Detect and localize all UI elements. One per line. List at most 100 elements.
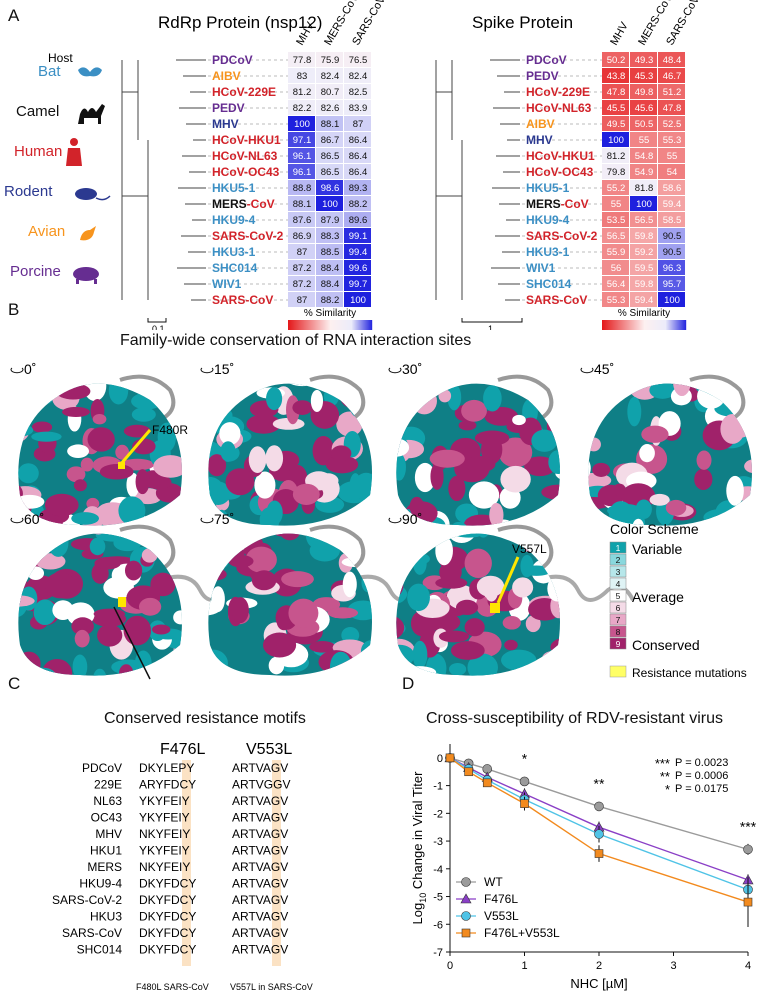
rdrp-heat-cell	[288, 52, 315, 67]
surface-patch	[131, 392, 163, 410]
surface-patch	[324, 667, 357, 676]
spike-cell-value: 100	[664, 295, 680, 306]
x-tick-label: 4	[745, 960, 751, 972]
spike-cell-value: 59.4	[663, 199, 682, 210]
rdrp-colorbar-step	[325, 320, 327, 330]
surface-patch	[18, 595, 35, 607]
surface-patch	[512, 577, 534, 598]
spike-colorbar-step	[684, 320, 686, 330]
spike-cell-value: 48.4	[663, 55, 682, 66]
surface-patch	[123, 615, 152, 646]
motif-species: MERS	[87, 860, 122, 874]
surface-patch	[66, 466, 86, 483]
surface-patch	[31, 431, 62, 442]
x-tick-label: 0	[447, 960, 453, 972]
significance-mark: **	[594, 775, 605, 791]
surface-patch	[153, 455, 183, 478]
rdrp-cell-value: 81.2	[293, 87, 312, 98]
rdrp-colorbar-step	[302, 320, 304, 330]
motif-species: HKU9-4	[79, 877, 122, 891]
data-point-V553L	[594, 829, 604, 839]
highlight-col2	[272, 760, 281, 966]
spike-colorbar-step	[678, 320, 680, 330]
spike-scale-label: 1	[488, 324, 493, 330]
surface-patch	[344, 387, 357, 409]
surface-patch	[396, 644, 415, 667]
spike-colorbar-step	[669, 320, 671, 330]
stats-pvalue: P = 0.0006	[675, 770, 728, 782]
rdrp-cell-value: 99.6	[349, 263, 368, 274]
spike-colorbar-step	[641, 320, 643, 330]
spike-row-label: HCoV-HKU1	[526, 149, 595, 163]
motif-species: 229E	[94, 778, 122, 792]
rdrp-heat-cell	[344, 84, 371, 99]
x-axis-label: NHC [µM]	[570, 976, 627, 991]
spike-heat-cell	[630, 276, 657, 291]
surface-patch	[349, 473, 362, 503]
host-title: Host	[48, 51, 73, 65]
highlight-col1	[182, 760, 191, 966]
surface-patch	[248, 446, 267, 474]
rdrp-row-label: SHC014	[212, 261, 258, 275]
rodent-tail	[95, 195, 111, 201]
surface-patch	[251, 570, 277, 591]
motif-species: SARS-CoV-2	[52, 893, 122, 907]
motif-species: OC43	[91, 811, 123, 825]
rdrp-colorbar-step	[319, 320, 321, 330]
surface-patch	[208, 651, 226, 674]
legend-swatch	[609, 637, 627, 650]
surface-patch	[72, 654, 88, 676]
camel-icon	[78, 104, 105, 124]
motif-seq1: NKYFEIY	[139, 827, 190, 841]
spike-cell-value: 55.3	[607, 295, 626, 306]
spike-row-label: PDCoV	[526, 53, 567, 67]
y-tick-label: -7	[433, 947, 443, 959]
rdrp-cell-value: 89.3	[349, 183, 368, 194]
surface-patch	[18, 482, 23, 506]
surface-patch	[151, 624, 171, 635]
legend-conserved: Conserved	[632, 637, 700, 653]
surface-patch	[531, 429, 558, 452]
rdrp-cell-value: 75.9	[321, 55, 340, 66]
rdrp-colorbar-step	[298, 320, 300, 330]
spike-cell-value: 59.5	[635, 263, 654, 274]
surface-patch	[694, 468, 713, 491]
surface-patch	[165, 636, 183, 650]
surface-patch	[115, 444, 129, 460]
surface-patch	[219, 422, 241, 446]
spike-row-label: MERS-CoV	[526, 197, 589, 211]
surface-patch	[588, 437, 601, 452]
rdrp-cell-value: 97.1	[293, 135, 312, 146]
surface-patch	[18, 651, 41, 676]
spike-cell-value: 54.8	[635, 151, 654, 162]
spike-heat-cell	[658, 180, 685, 195]
surface-patch	[373, 516, 385, 540]
surface-patch	[641, 425, 669, 443]
spike-heat-cell	[658, 228, 685, 243]
spike-heat-cell	[602, 228, 629, 243]
spike-colorbar-step	[616, 320, 618, 330]
legend-title: Color Scheme	[610, 521, 699, 537]
rdrp-cell-value: 88.3	[321, 231, 340, 242]
spike-colorbar-step	[623, 320, 625, 330]
rdrp-cell-value: 96.1	[293, 151, 312, 162]
legend-swatch	[609, 541, 627, 554]
spike-heat-cell	[602, 68, 629, 83]
surface-patch	[435, 577, 468, 589]
surface-patch	[501, 649, 537, 671]
spike-cell-value: 79.8	[607, 167, 626, 178]
pig-leg	[76, 279, 79, 284]
spike-heat-cell	[658, 292, 685, 307]
surface-patch	[696, 450, 712, 470]
rdrp-heat-cell	[288, 292, 315, 307]
surface-patch	[268, 656, 285, 675]
spike-colorbar-step	[624, 320, 626, 330]
motif-seq1: DKYFDCY	[139, 893, 196, 907]
surface-patch	[33, 599, 57, 626]
spike-colorbar-step	[621, 320, 623, 330]
surface-patch	[181, 516, 183, 526]
surface-patch	[489, 502, 504, 526]
rdrp-cell-value: 88.5	[321, 247, 340, 258]
surface-patch	[474, 430, 510, 446]
rdrp-cell-value: 83	[297, 71, 308, 82]
